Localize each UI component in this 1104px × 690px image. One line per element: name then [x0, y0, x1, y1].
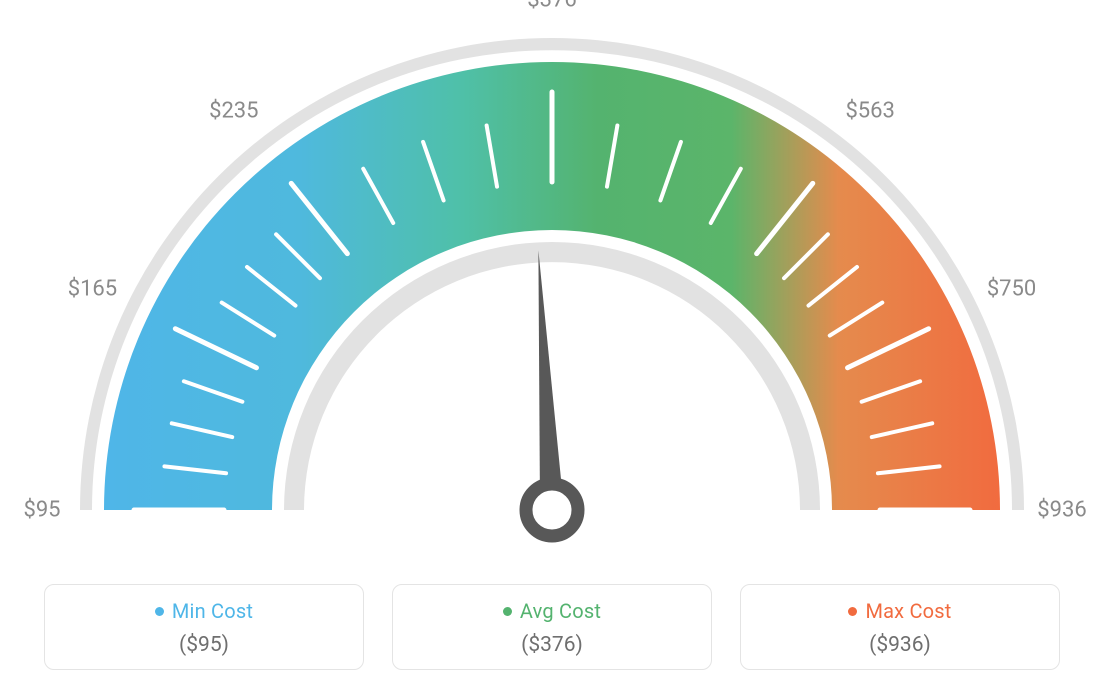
gauge-svg: [0, 0, 1104, 560]
gauge-chart: $95 $165 $235 $376 $563 $750 $936: [0, 0, 1104, 560]
gauge-tick-label: $235: [209, 99, 258, 124]
legend-card-min: Min Cost ($95): [44, 584, 364, 670]
gauge-tick-label: $563: [845, 99, 894, 124]
gauge-tick-label: $750: [987, 276, 1036, 301]
legend-row: Min Cost ($95) Avg Cost ($376) Max Cost …: [0, 584, 1104, 670]
legend-max-value: ($936): [751, 633, 1049, 657]
legend-min-label: Min Cost: [172, 599, 253, 623]
legend-avg-label: Avg Cost: [520, 599, 601, 623]
legend-card-avg: Avg Cost ($376): [392, 584, 712, 670]
gauge-tick-label: $376: [527, 0, 576, 13]
legend-max-header: Max Cost: [751, 599, 1049, 623]
legend-card-max: Max Cost ($936): [740, 584, 1060, 670]
cost-gauge-container: $95 $165 $235 $376 $563 $750 $936 Min Cost ($9…: [0, 0, 1104, 690]
legend-avg-value: ($376): [403, 633, 701, 657]
gauge-tick-label: $95: [23, 498, 60, 523]
gauge-tick-label: $165: [68, 276, 117, 301]
legend-max-label: Max Cost: [865, 599, 951, 623]
legend-min-dot: [155, 607, 164, 616]
legend-min-value: ($95): [55, 633, 353, 657]
legend-max-dot: [848, 607, 857, 616]
legend-avg-dot: [503, 607, 512, 616]
legend-min-header: Min Cost: [55, 599, 353, 623]
gauge-tick-label: $936: [1037, 498, 1086, 523]
legend-avg-header: Avg Cost: [403, 599, 701, 623]
